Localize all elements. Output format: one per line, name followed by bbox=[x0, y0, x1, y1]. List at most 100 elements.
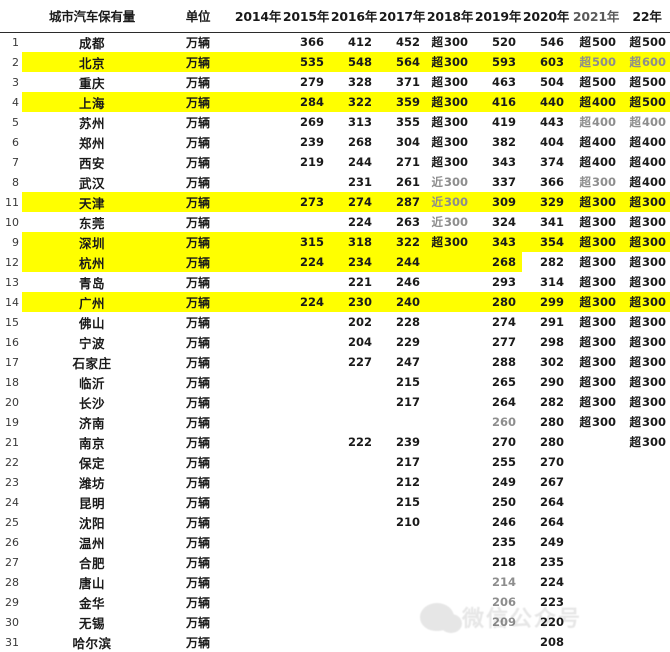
table-row: 12 杭州 万辆 224 234 244 268 282 超300 超300 bbox=[0, 252, 670, 272]
table-row: 18 临沂 万辆 215 265 290 超300 超300 bbox=[0, 372, 670, 392]
value-cell bbox=[282, 412, 330, 432]
header-unit: 单位 bbox=[162, 0, 234, 33]
unit-cell: 万辆 bbox=[185, 35, 210, 50]
table-row: 17 石家庄 万辆 227 247 288 302 超300 超300 bbox=[0, 352, 670, 372]
header-index bbox=[0, 0, 22, 33]
value-cell: 超400 bbox=[629, 115, 666, 129]
value-cell: 240 bbox=[378, 292, 426, 312]
value-cell bbox=[234, 412, 282, 432]
value-cell: 超300 bbox=[629, 335, 666, 349]
value-cell: 246 bbox=[491, 515, 516, 529]
value-cell: 274 bbox=[330, 192, 378, 212]
table-row: 11 天津 万辆 273 274 287 近300 309 329 超300 超300 bbox=[0, 192, 670, 212]
row-index: 17 bbox=[0, 352, 22, 372]
city-name: 合肥 bbox=[78, 555, 105, 571]
header-year-2019: 2019年 bbox=[474, 0, 522, 33]
value-cell: 293 bbox=[491, 275, 516, 289]
table-row: 1成都万辆366412452超300520546超500超500超500 bbox=[0, 32, 670, 52]
value-cell: 202 bbox=[347, 315, 372, 329]
value-cell bbox=[622, 572, 670, 592]
value-cell: 208 bbox=[539, 635, 564, 649]
value-cell: 超300 bbox=[431, 115, 468, 129]
table-row: 19 济南 万辆 260 280 超300 超300 bbox=[0, 412, 670, 432]
value-cell bbox=[426, 592, 474, 612]
value-cell bbox=[234, 152, 282, 172]
city-name: 重庆 bbox=[78, 75, 105, 91]
value-cell bbox=[282, 572, 330, 592]
value-cell bbox=[330, 612, 378, 632]
unit-cell: 万辆 bbox=[185, 455, 210, 470]
value-cell bbox=[570, 552, 622, 572]
value-cell: 264 bbox=[539, 515, 564, 529]
value-cell: 超500 bbox=[579, 35, 616, 50]
row-index: 7 bbox=[0, 152, 22, 172]
unit-cell: 万辆 bbox=[185, 595, 210, 610]
row-index: 20 bbox=[0, 392, 22, 412]
value-cell: 548 bbox=[330, 52, 378, 72]
unit-cell: 万辆 bbox=[185, 415, 210, 430]
value-cell bbox=[282, 612, 330, 632]
value-cell: 328 bbox=[347, 75, 372, 89]
city-name: 宁波 bbox=[78, 335, 105, 351]
value-cell: 282 bbox=[522, 252, 570, 272]
table-row: 20 长沙 万辆 217 264 282 超300 超300 bbox=[0, 392, 670, 412]
value-cell bbox=[234, 52, 282, 72]
table-body: 1成都万辆366412452超300520546超500超500超5002北京万… bbox=[0, 32, 670, 652]
value-cell bbox=[426, 352, 474, 372]
value-cell: 322 bbox=[330, 92, 378, 112]
value-cell: 超300 bbox=[426, 52, 474, 72]
value-cell bbox=[622, 632, 670, 652]
city-name: 长沙 bbox=[78, 395, 105, 411]
value-cell: 287 bbox=[378, 192, 426, 212]
value-cell: 280 bbox=[539, 435, 564, 449]
value-cell bbox=[570, 632, 622, 652]
row-index: 9 bbox=[0, 232, 22, 252]
header-year-2014: 2014年 bbox=[234, 0, 282, 33]
value-cell: 超300 bbox=[622, 292, 670, 312]
value-cell: 355 bbox=[395, 115, 420, 129]
value-cell: 超300 bbox=[579, 375, 616, 389]
value-cell: 366 bbox=[299, 35, 324, 50]
value-cell: 412 bbox=[347, 35, 372, 50]
header-title: 城市汽车保有量 bbox=[22, 0, 162, 33]
row-index: 16 bbox=[0, 332, 22, 352]
value-cell: 265 bbox=[491, 375, 516, 389]
value-cell: 264 bbox=[539, 495, 564, 509]
city-name: 郑州 bbox=[78, 135, 105, 151]
table-row: 7 西安 万辆 219 244 271 超300 343 374 超400 超400 bbox=[0, 152, 670, 172]
value-cell: 343 bbox=[474, 232, 522, 252]
unit-cell: 万辆 bbox=[162, 192, 234, 212]
row-index: 27 bbox=[0, 552, 22, 572]
header-year-2017: 2017年 bbox=[378, 0, 426, 33]
value-cell bbox=[234, 312, 282, 332]
value-cell: 564 bbox=[378, 52, 426, 72]
value-cell: 280 bbox=[474, 292, 522, 312]
unit-cell: 万辆 bbox=[185, 395, 210, 410]
value-cell: 超300 bbox=[431, 75, 468, 89]
value-cell bbox=[282, 472, 330, 492]
value-cell bbox=[282, 372, 330, 392]
value-cell: 298 bbox=[539, 335, 564, 349]
header-year-2016: 2016年 bbox=[330, 0, 378, 33]
header-year-2021: 2021年 bbox=[570, 0, 622, 33]
table-row: 29 金华 万辆 206 223 bbox=[0, 592, 670, 612]
row-index: 2 bbox=[0, 52, 22, 72]
value-cell bbox=[282, 512, 330, 532]
city-name: 温州 bbox=[78, 535, 105, 551]
table-row: 14 广州 万辆 224 230 240 280 299 超300 超300 bbox=[0, 292, 670, 312]
value-cell bbox=[234, 92, 282, 112]
value-cell: 超300 bbox=[426, 232, 474, 252]
value-cell: 212 bbox=[395, 475, 420, 489]
value-cell: 超300 bbox=[622, 192, 670, 212]
row-index: 4 bbox=[0, 92, 22, 112]
value-cell: 284 bbox=[282, 92, 330, 112]
value-cell: 269 bbox=[299, 115, 324, 129]
value-cell: 超300 bbox=[570, 192, 622, 212]
value-cell: 416 bbox=[474, 92, 522, 112]
value-cell: 603 bbox=[522, 52, 570, 72]
value-cell bbox=[426, 412, 474, 432]
unit-cell: 万辆 bbox=[185, 75, 210, 90]
city-name: 广州 bbox=[22, 292, 162, 312]
value-cell: 452 bbox=[395, 35, 420, 50]
